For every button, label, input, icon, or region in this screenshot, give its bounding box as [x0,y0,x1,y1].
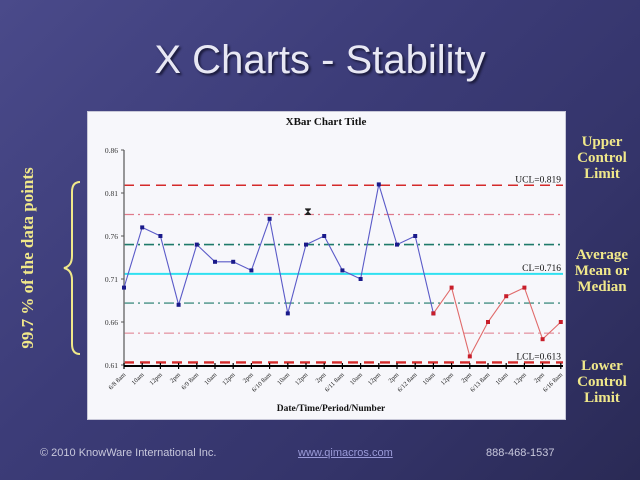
x-tick-label: 6/13 8am [469,371,491,393]
slide-title: X Charts - Stability [154,38,486,82]
data-point [413,234,418,238]
chart-title: XBar Chart Title [286,116,367,128]
x-axis-label: Date/Time/Period/Number [277,404,386,414]
x-tick-label: 12pm [440,371,455,386]
x-tick-label: 2pm [169,371,182,384]
series-line [123,184,434,314]
footer-link[interactable]: www.qimacros.com [298,447,393,459]
data-point [540,337,545,342]
curly-brace-icon [63,181,81,355]
x-tick-label: 12pm [148,371,163,386]
ucl-explanation: Upper Control Limit [565,134,639,182]
data-point [486,320,490,324]
y-tick-label: 0.86 [105,146,118,155]
data-point [467,354,472,359]
y-tick-label: 0.71 [105,275,118,284]
x-tick-label: 10am [276,371,291,386]
x-tick-label: 12pm [294,371,309,386]
label-line: Control [577,150,627,166]
vertical-annotation: 99.7 % of the data points [18,167,37,349]
x-tick-label: 6/9 8am [180,371,200,391]
control-line-label: LCL=0.613 [516,352,561,362]
label-line: Control [577,374,627,390]
x-tick-label: 12pm [221,371,236,386]
series-line [432,286,562,358]
label-line: Limit [584,390,620,406]
data-point [322,234,327,238]
footer-copyright: © 2010 KnowWare International Inc. [40,447,217,459]
x-tick-label: 2pm [314,371,327,384]
y-tick-label: 0.66 [105,318,118,327]
x-tick-label: 6/12 8am [396,371,418,393]
x-tick-label: 10am [349,371,364,386]
xbar-chart: XBar Chart Title UCL=0.819 CL=0.716 LCL=0.6… [105,116,564,414]
lcl-explanation: Lower Control Limit [565,358,639,406]
label-line: Mean or [574,263,630,279]
x-tick-label: 6/10 8am [251,371,273,393]
label-line: Limit [584,166,620,182]
data-point [194,242,199,247]
x-tick-label: 10am [422,371,437,386]
footer-phone: 888-468-1537 [486,447,555,459]
x-tick-label: 2pm [533,371,546,384]
data-point [285,311,290,316]
label-line: Lower [581,358,623,374]
label-line: Median [577,279,627,295]
x-tick-label: 12pm [367,371,382,386]
data-point [376,182,381,187]
x-tick-label: 6/11 8am [324,371,346,393]
x-tick-label: 2pm [387,371,400,384]
x-tick-label: 2pm [460,371,473,384]
data-point [340,268,345,273]
data-point [140,225,145,230]
x-tick-label: 10am [203,371,218,386]
y-tick-label: 0.61 [105,361,118,370]
y-tick-label: 0.81 [105,189,118,198]
data-point [449,285,454,290]
data-point [358,277,363,281]
control-line-label: UCL=0.819 [515,175,561,185]
x-tick-label: 10am [130,371,145,386]
data-point [158,234,163,238]
hourglass-cursor-icon: ⧗ [304,206,312,218]
control-line-label: CL=0.716 [522,264,561,274]
x-tick-label: 10am [494,371,509,386]
data-point [431,311,436,316]
data-point [504,294,509,299]
x-tick-label: 6/16 8am [542,371,564,393]
data-point [176,302,181,307]
data-point [231,259,236,264]
data-point [522,285,527,290]
x-tick-label: 2pm [242,371,255,384]
data-point [267,216,272,221]
cl-explanation: Average Mean or Median [565,247,639,295]
x-tick-label: 6/8 8am [108,371,128,391]
data-point [249,268,254,273]
chart-area: XBar Chart Title UCL=0.819 CL=0.716 LCL=0.6… [87,111,566,420]
data-point [395,242,399,247]
data-point [213,259,217,264]
data-point [304,242,308,247]
data-point [122,285,126,290]
data-point [558,320,563,324]
y-tick-label: 0.76 [105,232,118,241]
x-tick-label: 12pm [512,371,527,386]
label-line: Upper [581,134,623,150]
label-line: Average [575,247,629,263]
